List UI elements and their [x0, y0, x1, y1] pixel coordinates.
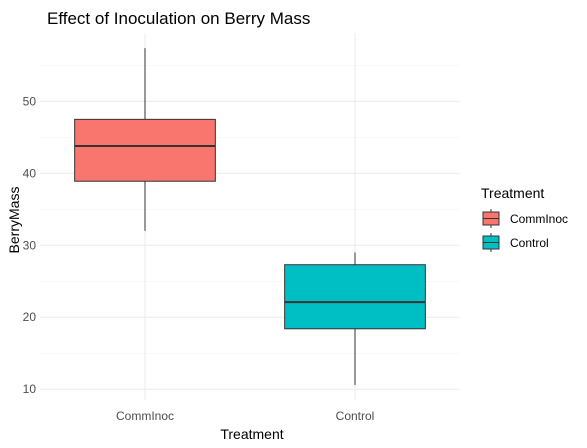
legend-label: CommInoc [510, 212, 568, 226]
box-group [284, 252, 426, 385]
legend-item: CommInoc [482, 209, 568, 228]
legend-item: Control [482, 233, 549, 252]
legend-label: Control [510, 236, 549, 250]
box-iqr [284, 264, 426, 330]
x-tick-labels: CommInoc Control [116, 409, 374, 423]
y-tick-label: 10 [23, 382, 37, 396]
box-group [74, 48, 216, 231]
y-tick-label: 20 [23, 310, 37, 324]
y-tick-label: 30 [23, 238, 37, 252]
y-axis-title: BerryMass [6, 187, 22, 254]
legend-title: Treatment [481, 185, 544, 201]
grid-lines [40, 33, 460, 400]
x-axis-title: Treatment [220, 426, 283, 442]
box-iqr [74, 118, 216, 182]
x-tick-label: CommInoc [116, 409, 174, 423]
legend: Treatment CommInoc Control [481, 185, 568, 252]
x-tick-label: Control [336, 409, 375, 423]
box-plots [74, 48, 426, 385]
y-tick-label: 40 [23, 166, 37, 180]
y-tick-labels: 10 20 30 40 50 [23, 94, 37, 396]
y-tick-label: 50 [23, 94, 37, 108]
chart-title: Effect of Inoculation on Berry Mass [47, 9, 310, 28]
